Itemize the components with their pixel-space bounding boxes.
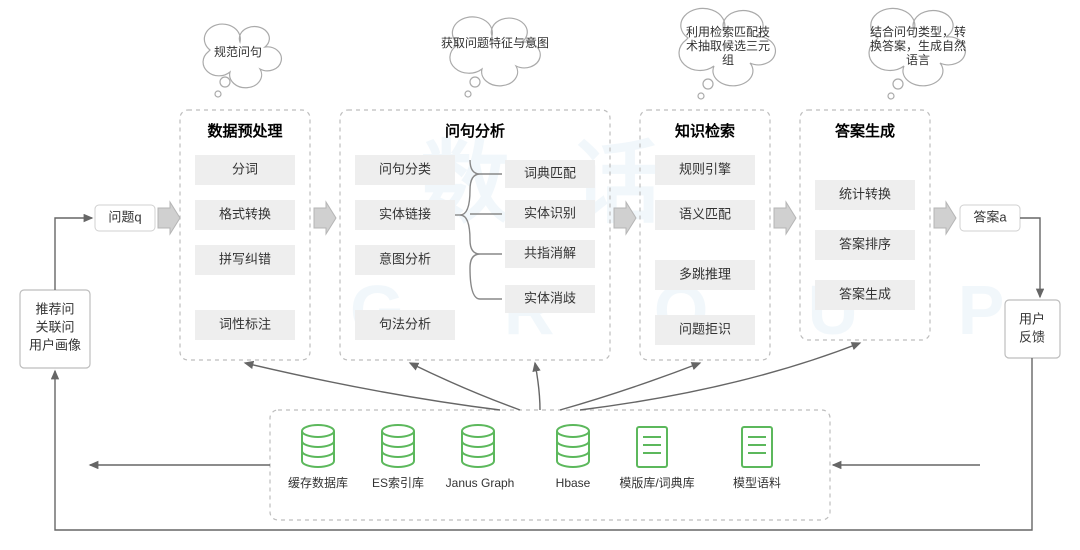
stage-preprocess: 数据预处理 分词 格式转换 拼写纠错 词性标注 xyxy=(180,110,310,360)
cloud-1: 规范问句 xyxy=(203,24,281,97)
big-arrow-0 xyxy=(158,202,180,234)
svg-text:意图分析: 意图分析 xyxy=(379,251,431,266)
svg-text:关联问: 关联问 xyxy=(35,319,74,334)
svg-text:Janus Graph: Janus Graph xyxy=(446,476,515,490)
svg-text:句法分析: 句法分析 xyxy=(379,316,431,331)
ds-arrow-2b xyxy=(535,363,540,410)
svg-text:Hbase: Hbase xyxy=(556,476,591,490)
svg-text:问句分类: 问句分类 xyxy=(379,161,431,176)
svg-text:获取问题特征与意图: 获取问题特征与意图 xyxy=(441,35,549,50)
input-pill: 问题q xyxy=(95,205,155,231)
svg-text:缓存数据库: 缓存数据库 xyxy=(288,475,348,490)
svg-text:答案生成: 答案生成 xyxy=(835,122,895,140)
svg-text:用户画像: 用户画像 xyxy=(29,337,81,352)
svg-text:问题q: 问题q xyxy=(108,209,141,224)
cloud-2: 获取问题特征与意图 xyxy=(441,17,549,97)
svg-text:答案a: 答案a xyxy=(973,209,1007,224)
svg-text:多跳推理: 多跳推理 xyxy=(679,266,731,281)
left-profile-box: 推荐问 关联问 用户画像 xyxy=(20,290,90,368)
svg-text:共指消解: 共指消解 xyxy=(524,245,576,260)
svg-text:规范问句: 规范问句 xyxy=(214,44,262,59)
right-feedback-box: 用户 反馈 xyxy=(1005,300,1060,358)
ds-arrow-4 xyxy=(580,343,860,410)
big-arrow-1 xyxy=(314,202,336,234)
svg-text:规则引擎: 规则引擎 xyxy=(679,161,731,176)
big-arrow-4 xyxy=(934,202,956,234)
svg-text:术抽取候选三元: 术抽取候选三元 xyxy=(686,39,770,53)
svg-text:分词: 分词 xyxy=(232,161,258,176)
svg-text:实体消歧: 实体消歧 xyxy=(524,290,576,305)
svg-text:统计转换: 统计转换 xyxy=(839,186,891,201)
svg-text:问题拒识: 问题拒识 xyxy=(679,321,731,336)
svg-text:答案生成: 答案生成 xyxy=(839,286,891,301)
big-arrow-3 xyxy=(774,202,796,234)
svg-text:数据预处理: 数据预处理 xyxy=(207,122,282,140)
svg-text:问句分析: 问句分析 xyxy=(445,122,505,140)
svg-text:模版库/词典库: 模版库/词典库 xyxy=(619,475,694,490)
svg-text:词典匹配: 词典匹配 xyxy=(524,165,576,180)
big-arrow-2 xyxy=(614,202,636,234)
cloud-4: 结合问句类型，转 换答案，生成自然 语言 xyxy=(869,8,966,99)
svg-text:实体识别: 实体识别 xyxy=(524,205,576,220)
svg-text:语义匹配: 语义匹配 xyxy=(679,206,731,221)
svg-text:换答案，生成自然: 换答案，生成自然 xyxy=(870,38,966,53)
arrow-feedback-loop xyxy=(55,358,1032,530)
cloud-3: 利用检索匹配技 术抽取候选三元 组 xyxy=(679,8,775,99)
svg-text:反馈: 反馈 xyxy=(1019,329,1045,344)
arrow-leftbox-to-input xyxy=(55,218,92,290)
stage-analysis: 问句分析 问句分类 实体链接 意图分析 句法分析 词典匹配 实体识别 共指消解 … xyxy=(340,110,610,360)
svg-text:语言: 语言 xyxy=(906,53,930,67)
output-pill: 答案a xyxy=(960,205,1020,231)
stage-retrieval: 知识检索 规则引擎 语义匹配 多跳推理 问题拒识 xyxy=(640,110,770,360)
svg-text:利用检索匹配技: 利用检索匹配技 xyxy=(686,24,770,39)
svg-text:答案排序: 答案排序 xyxy=(839,236,891,251)
svg-text:ES索引库: ES索引库 xyxy=(372,475,424,490)
svg-text:实体链接: 实体链接 xyxy=(379,206,431,221)
svg-text:词性标注: 词性标注 xyxy=(219,316,271,331)
arrow-output-to-right xyxy=(1020,218,1040,297)
svg-text:拼写纠错: 拼写纠错 xyxy=(219,251,271,266)
svg-text:格式转换: 格式转换 xyxy=(219,206,271,221)
svg-text:结合问句类型，转: 结合问句类型，转 xyxy=(870,24,966,39)
svg-text:用户: 用户 xyxy=(1019,311,1045,326)
svg-text:知识检索: 知识检索 xyxy=(675,122,735,140)
stage-answer: 答案生成 统计转换 答案排序 答案生成 xyxy=(800,110,930,340)
svg-text:组: 组 xyxy=(722,53,734,67)
datastore-icons: 缓存数据库 ES索引库 Janus Graph Hbase 模版库/词典库 xyxy=(288,425,781,490)
ds-arrow-2a xyxy=(410,363,520,410)
svg-text:推荐问: 推荐问 xyxy=(35,301,74,316)
svg-text:模型语料: 模型语料 xyxy=(733,476,781,490)
